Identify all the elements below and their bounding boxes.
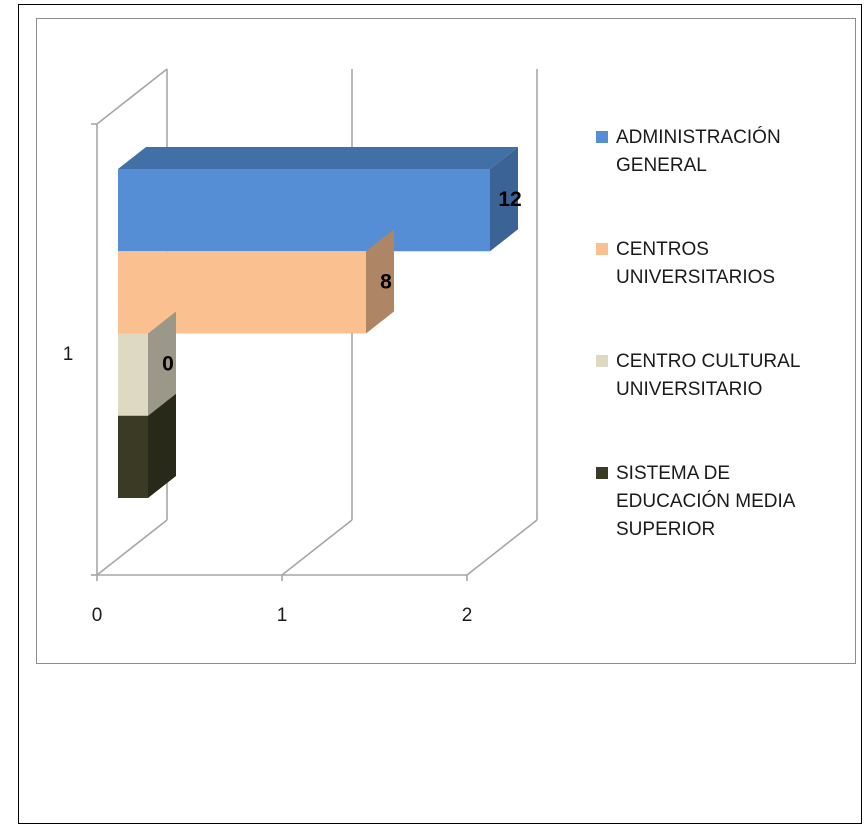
- legend-item-3: CENTRO CULTURAL UNIVERSITARIO: [596, 348, 846, 404]
- x-tick-label-0: 0: [92, 605, 103, 626]
- legend-swatch-4: [596, 467, 608, 479]
- bar-1-data-label: 12: [498, 188, 521, 211]
- bar-2-side: [366, 229, 394, 334]
- bar-4-side: [148, 393, 176, 498]
- legend-swatch-1: [596, 131, 608, 143]
- x-tick-label-1: 1: [277, 605, 288, 626]
- floor-gridline-2: [466, 519, 538, 576]
- floor-gridline-1: [281, 519, 353, 576]
- bar-1-side: [490, 147, 518, 252]
- legend-swatch-3: [596, 355, 608, 367]
- x-tick-label-2: 2: [462, 605, 473, 626]
- legend-label-2: CENTROS UNIVERSITARIOS: [616, 239, 776, 288]
- legend-item-4: SISTEMA DE EDUCACIÓN MEDIA SUPERIOR: [596, 460, 846, 544]
- bar-1-top: [118, 147, 518, 169]
- bar-3-front: [118, 333, 148, 416]
- bar-2-front: [118, 251, 366, 334]
- legend-label-1: ADMINISTRACIÓN GENERAL: [616, 127, 781, 176]
- legend-item-2: CENTROS UNIVERSITARIOS: [596, 236, 846, 292]
- legend-swatch-2: [596, 243, 608, 255]
- legend-label-4: SISTEMA DE EDUCACIÓN MEDIA SUPERIOR: [616, 463, 795, 540]
- bar-3-data-label: 0: [162, 353, 174, 376]
- bar-3-side: [148, 311, 176, 416]
- bar-2-data-label: 8: [380, 270, 392, 293]
- bar-1-front: [118, 169, 490, 252]
- y-category-label: 1: [63, 344, 74, 365]
- page-frame: [18, 4, 862, 824]
- legend-label-3: CENTRO CULTURAL UNIVERSITARIO: [616, 351, 800, 400]
- floor-left-edge: [96, 519, 168, 576]
- legend-item-1: ADMINISTRACIÓN GENERAL: [596, 124, 846, 180]
- side-wall-top-edge: [96, 68, 168, 125]
- bar-4-front: [118, 415, 148, 498]
